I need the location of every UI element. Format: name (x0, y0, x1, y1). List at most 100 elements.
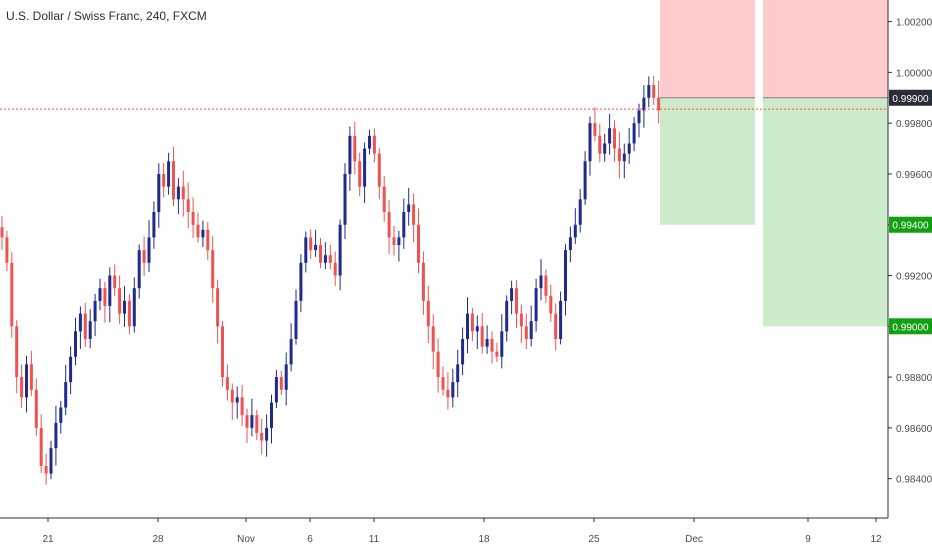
candle-body (5, 237, 9, 263)
candle-body (637, 110, 641, 124)
price-tick-label: 0.99800 (896, 119, 932, 130)
candle-body (54, 422, 58, 449)
candle-body (294, 300, 298, 339)
candle-body (392, 237, 396, 246)
candle-body (608, 128, 612, 144)
candle-body (186, 199, 190, 213)
candle-body (34, 389, 38, 428)
candle-body (642, 97, 646, 111)
candle-body (83, 313, 87, 339)
candle-body (255, 415, 259, 433)
candle-body (387, 212, 391, 238)
price-badge-label: 0.99400 (892, 221, 929, 232)
target-zone-1[interactable] (660, 97, 755, 225)
candle-body (201, 229, 205, 238)
candle-body (377, 153, 381, 187)
candle-body (524, 326, 528, 339)
candle-body (358, 161, 362, 187)
candle-body (78, 313, 82, 332)
price-tick-label: 0.99600 (896, 170, 932, 181)
candle-body (137, 250, 141, 289)
candles-group (0, 75, 661, 485)
candle-body (578, 199, 582, 225)
title-separator-1: , (139, 9, 147, 23)
candle-body (652, 85, 656, 98)
price-tick-label: 1.00200 (896, 18, 932, 29)
candle-body (265, 427, 269, 441)
candle-body (431, 326, 435, 352)
candle-body (529, 321, 533, 339)
candle-body (426, 300, 430, 327)
candle-body (176, 186, 180, 200)
candle-body (348, 135, 352, 174)
candle-body (10, 262, 14, 327)
candle-body (221, 326, 224, 378)
candle-body (274, 377, 278, 403)
candle-body (167, 161, 171, 187)
candle-body (328, 255, 332, 263)
candle-body (230, 389, 234, 403)
candle-body (568, 237, 572, 251)
time-tick-label: 6 (307, 534, 313, 545)
time-tick-label: 21 (42, 534, 54, 545)
candle-body (309, 237, 313, 251)
candle-body (397, 237, 401, 246)
position-zones[interactable] (660, 0, 888, 327)
time-tick-label: 9 (805, 534, 811, 545)
candle-body (39, 427, 43, 466)
candle-body (417, 224, 420, 263)
candle-body (613, 128, 616, 149)
candle-body (461, 338, 465, 365)
interval-label: 240 (146, 9, 167, 23)
candle-body (284, 364, 288, 390)
candle-body (319, 245, 322, 263)
stop-zone-1[interactable] (660, 0, 755, 98)
candle-body (495, 351, 499, 357)
symbol-name: U.S. Dollar / Swiss Franc (6, 9, 140, 23)
candle-body (603, 143, 607, 154)
candle-body (29, 364, 33, 390)
candle-body (573, 224, 577, 238)
candle-body (127, 300, 131, 327)
candle-body (299, 262, 303, 301)
price-badge-entry (889, 89, 932, 106)
candle-body (368, 135, 371, 149)
stop-zone-2[interactable] (763, 0, 888, 98)
price-tick-label: 0.98400 (896, 475, 932, 486)
candle-body (314, 245, 318, 251)
candle-body (466, 313, 469, 339)
candle-body (441, 377, 445, 390)
price-tick-label: 0.98600 (896, 424, 932, 435)
target-zone-2[interactable] (763, 97, 888, 327)
candle-body (412, 204, 416, 225)
candle-body (15, 326, 19, 378)
candle-body (245, 415, 249, 428)
candle-body (544, 275, 548, 296)
candle-body (289, 338, 293, 365)
candle-body (323, 255, 327, 263)
candle-body (519, 313, 523, 327)
price-tick-label: 0.99200 (896, 272, 932, 283)
candle-body (304, 237, 308, 263)
price-badge-target (889, 318, 932, 335)
candle-body (235, 397, 239, 403)
exchange-label: FXCM (172, 9, 207, 23)
candle-body (559, 300, 563, 339)
price-tick-label: 1.00000 (896, 68, 932, 79)
candle-body (270, 402, 273, 428)
candle-body (172, 161, 175, 200)
candle-body (490, 338, 494, 352)
time-tick-label: 11 (369, 534, 380, 545)
time-tick-label: 25 (588, 534, 600, 545)
candle-body (485, 338, 489, 347)
candle-body (446, 389, 450, 398)
candle-body (132, 288, 136, 327)
candle-body (113, 275, 117, 289)
candle-body (617, 148, 621, 162)
candle-body (25, 364, 28, 398)
candle-body (480, 326, 484, 347)
candle-body (211, 250, 215, 289)
candle-body (549, 295, 553, 314)
